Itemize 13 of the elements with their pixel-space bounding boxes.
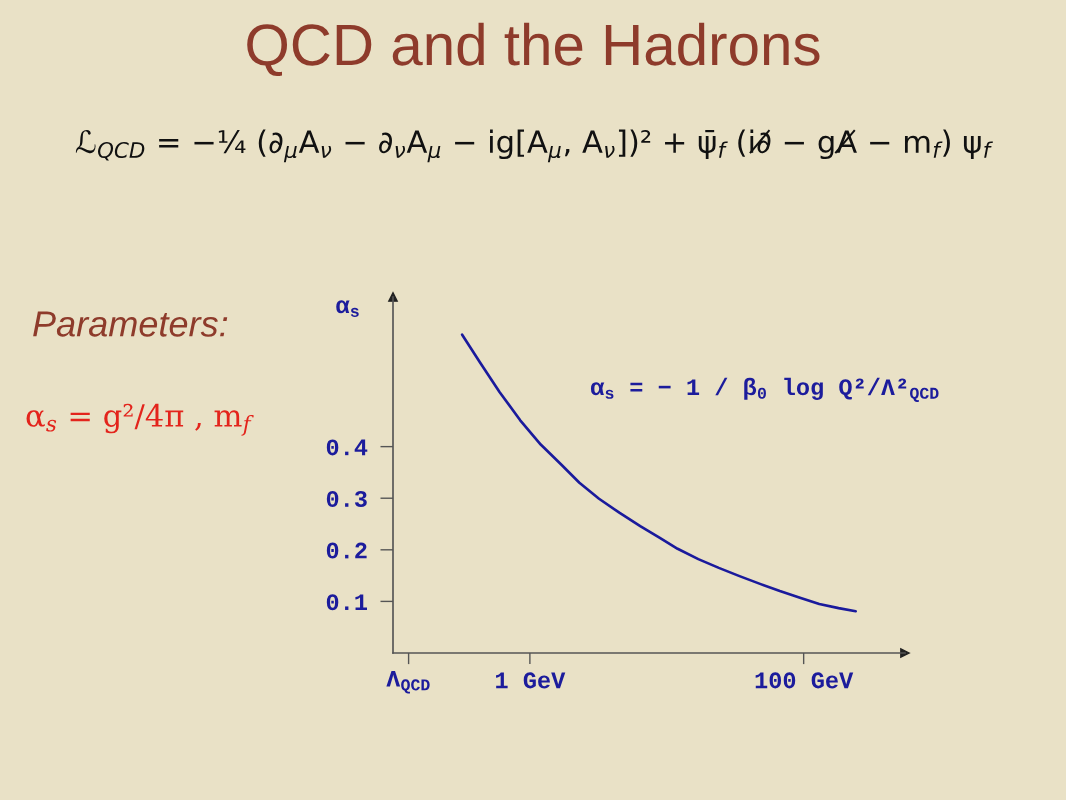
y-tick-label: 0.4: [326, 439, 368, 456]
x-tick-label: 1 GeV: [496, 672, 566, 689]
annotation: α$_{s}$ = − 1 / β$_{0}$ log Q²/Λ²$_{QCD}$: [590, 377, 939, 402]
x-tick-label: Λ$_{QCD}$: [386, 671, 430, 694]
y-tick-label: 0.1: [326, 594, 367, 611]
y-tick-label: 0.2: [326, 542, 367, 559]
y-tick-label: 0.3: [326, 490, 367, 508]
chart-title: QCD and the Hadrons: [247, 22, 820, 77]
y-axis-title: α$_{s}$: [336, 300, 359, 317]
text: ℒ$_{QCD}$ = −¼ (∂$_{μ}$A$_{ν}$ − ∂$_{ν}$A$_{μ}$ − ig[A$_{μ}$, A$_{ν}$])² + ψ̄$_{f}$ (i∂̸ − gA̸ − m$_{f}$) ψ$_{f}$: [75, 129, 993, 163]
text: α$_{s}$ = g²/4π , m$_{f}$: [26, 403, 254, 436]
text: Parameters:: [33, 311, 228, 337]
x-tick-label: 100 GeV: [755, 672, 854, 689]
